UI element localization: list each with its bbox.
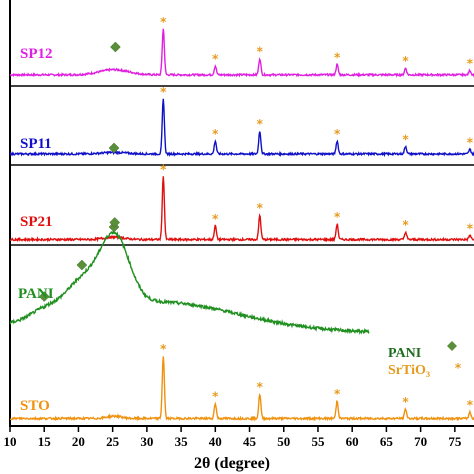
x-tick-label: 30: [140, 434, 153, 449]
srtio3-marker: *: [334, 387, 341, 401]
pani-marker: [109, 217, 121, 228]
x-tick-label: 55: [311, 434, 325, 449]
x-tick-label: 50: [277, 434, 290, 449]
srtio3-marker: *: [212, 212, 219, 226]
x-tick-label: 45: [243, 434, 257, 449]
srtio3-marker: *: [212, 52, 219, 66]
series-line-sto: [9, 356, 474, 422]
x-tick-label: 35: [175, 434, 189, 449]
series-label-sp12: SP12: [20, 46, 53, 62]
srtio3-marker: *: [257, 380, 264, 394]
srtio3-marker: *: [212, 127, 219, 141]
x-tick-label: 20: [72, 434, 85, 449]
srtio3-marker: *: [467, 56, 474, 70]
srtio3-marker: *: [402, 54, 409, 68]
srtio3-marker: *: [160, 85, 167, 99]
series-label-sto: STO: [20, 398, 50, 414]
legend: PANI SrTiO₃ *: [388, 341, 462, 378]
srtio3-marker: *: [334, 50, 341, 64]
x-tick-label: 10: [4, 434, 17, 449]
srtio3-marker: *: [212, 389, 219, 403]
legend-label-srtio3: SrTiO₃: [388, 363, 430, 378]
srtio3-marker: *: [334, 210, 341, 224]
series-line-sp11: [9, 98, 474, 158]
x-axis-title: 2θ (degree): [194, 455, 270, 472]
srtio3-marker: *: [160, 15, 167, 29]
x-tick-label: 65: [380, 434, 394, 449]
srtio3-marker: *: [467, 135, 474, 149]
series-line-sp12: [9, 28, 474, 78]
pani-marker: [108, 142, 120, 154]
x-tick-label: 40: [209, 434, 222, 449]
legend-label-pani: PANI: [388, 346, 421, 361]
x-tick-label: 70: [414, 434, 427, 449]
srtio3-marker: *: [402, 132, 409, 146]
series-line-pani: [9, 228, 370, 335]
srtio3-marker: *: [257, 45, 264, 59]
legend-asterisk-icon: *: [455, 361, 462, 375]
srtio3-marker: *: [402, 395, 409, 409]
srtio3-marker: *: [257, 201, 264, 215]
pani-marker: [38, 291, 50, 302]
series-label-pani: PANI: [18, 286, 54, 302]
pani-marker: [76, 259, 88, 271]
series-layer: [9, 28, 474, 422]
srtio3-marker: *: [160, 162, 167, 176]
srtio3-marker: *: [467, 398, 474, 412]
x-tick-label: 15: [38, 434, 52, 449]
pani-marker: [110, 41, 121, 53]
series-line-sp21: [9, 176, 474, 243]
series-label-sp11: SP11: [20, 136, 52, 152]
tick-layer: 10 15 20 25 30 35 40 45 50 55 60 65 70 75: [4, 426, 462, 449]
plot-frame: [9, 0, 474, 427]
srtio3-marker: *: [467, 221, 474, 235]
marker-layer: * * * * * * * * * * * * * * * * * * * * * * * *: [38, 15, 474, 412]
legend-diamond-icon: [447, 341, 457, 351]
x-tick-label: 60: [346, 434, 359, 449]
srtio3-marker: *: [334, 127, 341, 141]
x-tick-label: 75: [448, 434, 462, 449]
series-label-sp21: SP21: [20, 214, 53, 230]
label-layer: SP12 SP11 SP21 PANI STO: [18, 46, 54, 414]
srtio3-marker: *: [402, 218, 409, 232]
srtio3-marker: *: [160, 342, 167, 356]
x-tick-label: 25: [106, 434, 120, 449]
srtio3-marker: *: [257, 117, 264, 131]
